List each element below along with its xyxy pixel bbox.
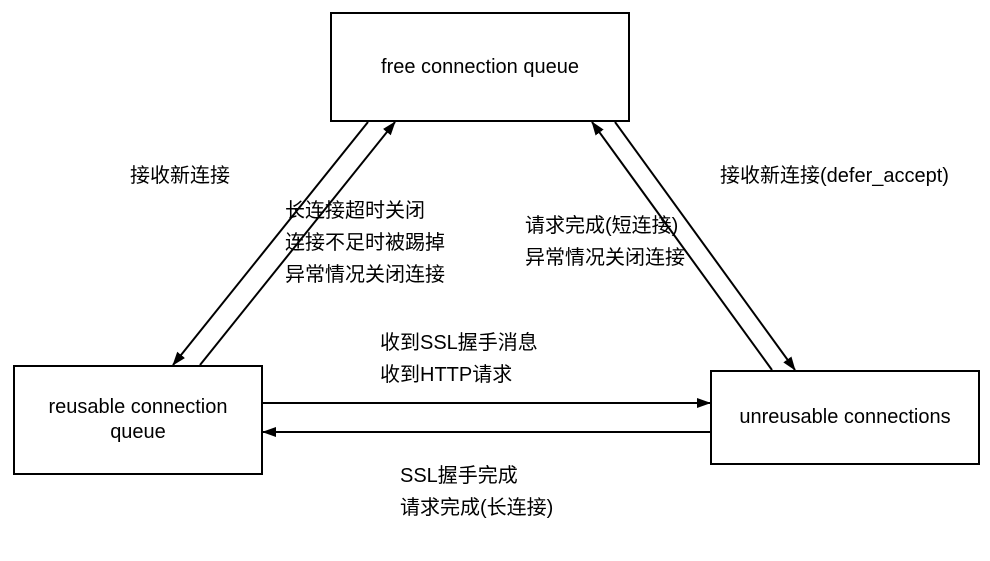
edge-label-line: 接收新连接 — [130, 160, 230, 192]
edge-label-line: 异常情况关闭连接 — [285, 259, 445, 291]
node-unreusable-connections: unreusable connections — [710, 370, 980, 465]
edge-label-reusable-to-free: 长连接超时关闭连接不足时被踢掉异常情况关闭连接 — [285, 195, 445, 291]
edge-label-free-to-unreusable: 接收新连接(defer_accept) — [720, 160, 949, 192]
edge-label-line: 收到SSL握手消息 — [380, 327, 538, 359]
node-reusable-connection-queue: reusable connection queue — [13, 365, 263, 475]
diagram-canvas: free connection queue reusable connectio… — [0, 0, 990, 561]
node-label: unreusable connections — [739, 405, 950, 430]
edge-label-line: 异常情况关闭连接 — [525, 242, 685, 274]
edge-label-line: 长连接超时关闭 — [285, 195, 445, 227]
edge-label-line: SSL握手完成 — [400, 460, 553, 492]
node-free-connection-queue: free connection queue — [330, 12, 630, 122]
edge-label-line: 连接不足时被踢掉 — [285, 227, 445, 259]
edge-label-reusable-to-unreusable: 收到SSL握手消息收到HTTP请求 — [380, 327, 538, 391]
edge-label-line: 接收新连接(defer_accept) — [720, 160, 949, 192]
node-label: reusable connection queue — [19, 395, 257, 445]
node-label: free connection queue — [381, 55, 579, 80]
edge-label-line: 请求完成(长连接) — [400, 492, 553, 524]
edge-label-free-to-reusable: 接收新连接 — [130, 160, 230, 192]
edge-label-unreusable-to-free: 请求完成(短连接)异常情况关闭连接 — [525, 210, 685, 274]
edge-label-line: 收到HTTP请求 — [380, 359, 538, 391]
edge-label-line: 请求完成(短连接) — [525, 210, 685, 242]
edge-label-unreusable-to-reusable: SSL握手完成请求完成(长连接) — [400, 460, 553, 524]
